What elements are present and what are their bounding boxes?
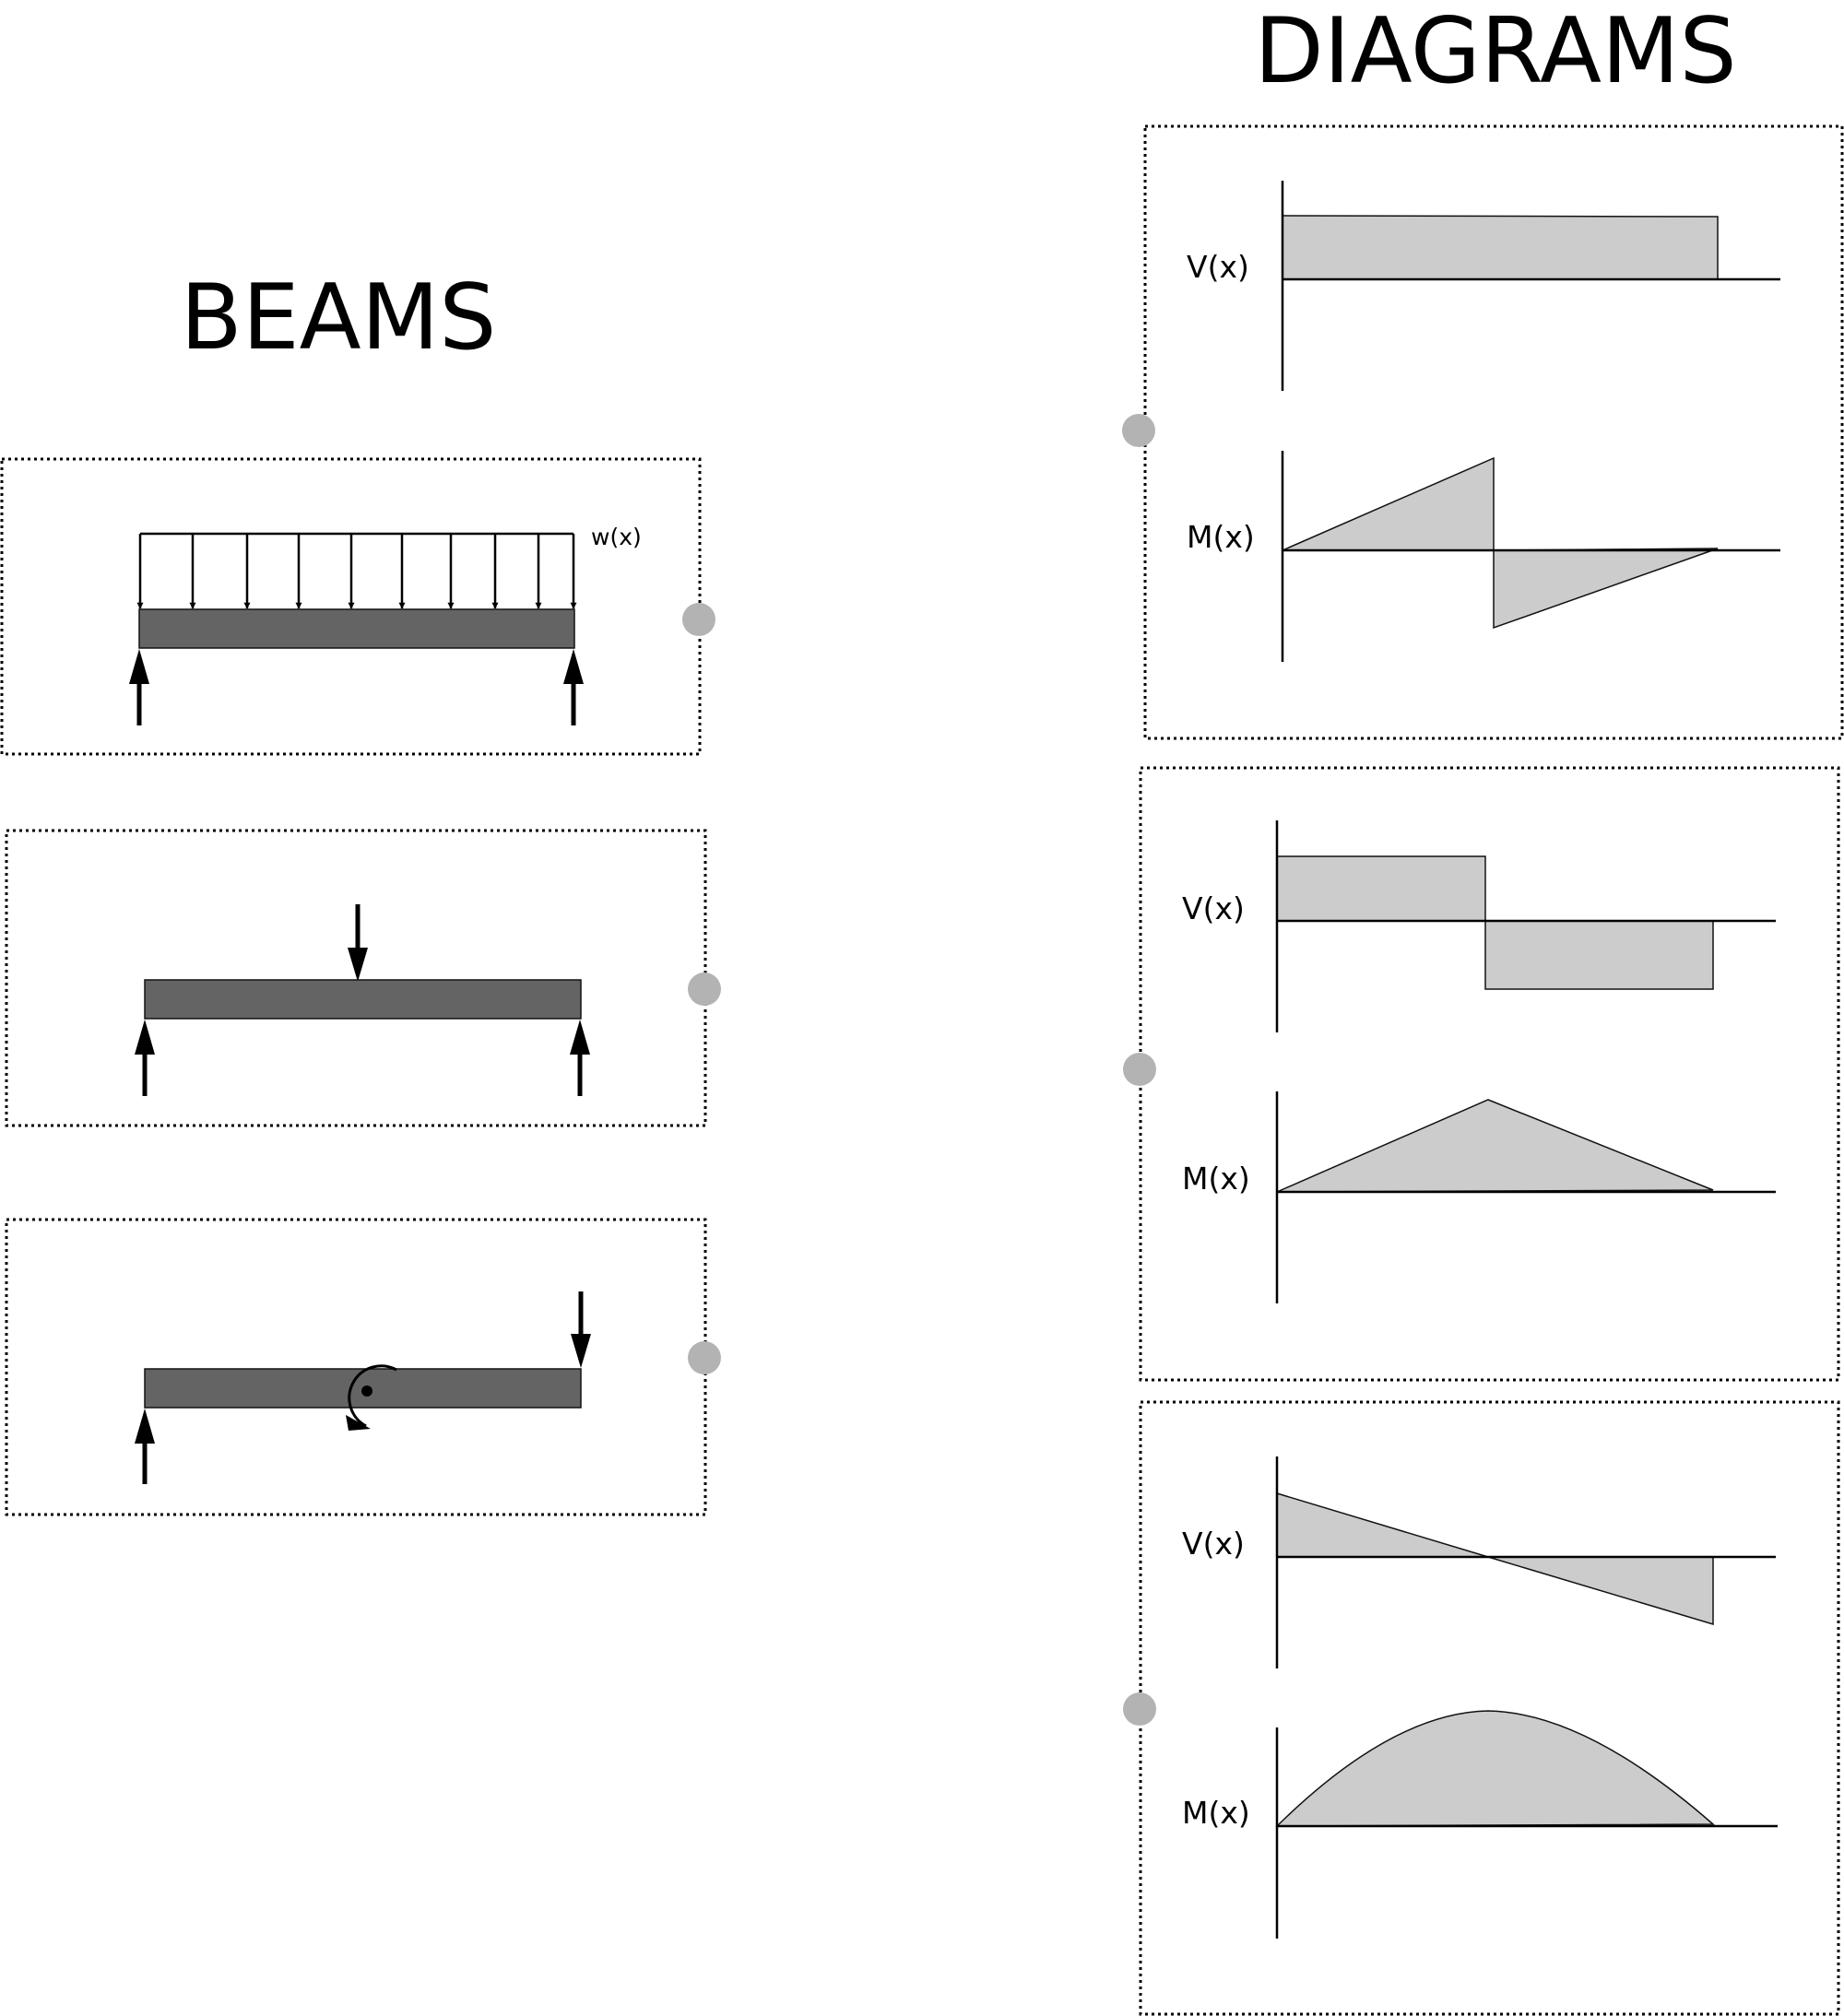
beam-panel-2-frame [5, 829, 707, 1127]
moment-axis-label: M(x) [1182, 1161, 1250, 1197]
diagram-1-connector-knob[interactable] [1122, 414, 1155, 447]
moment-diagram-3: M(x) [1182, 1710, 1778, 1939]
moment-negative-area [1493, 548, 1719, 630]
moment-diagram-2: M(x) [1182, 1091, 1776, 1303]
moment-area [1275, 1710, 1715, 1827]
moment-diagram-1: M(x) [1187, 451, 1780, 662]
diagram-panel-3-frame [1139, 1400, 1840, 2016]
diagram-3-connector-knob[interactable] [1123, 1692, 1156, 1726]
shear-axis-label: V(x) [1182, 890, 1245, 926]
shear-negative-area [1487, 1556, 1714, 1626]
up-arrow-icon [563, 649, 584, 725]
up-arrow-icon [135, 1020, 155, 1096]
down-arrow-icon [348, 904, 368, 982]
beam-panel-3 [5, 1218, 721, 1516]
beam-panel-2 [5, 829, 721, 1127]
shear-positive-area [1276, 855, 1486, 922]
up-arrow-icon [570, 1020, 590, 1096]
beam-panel-3-frame [5, 1218, 707, 1516]
distributed-load-label: w(x) [591, 524, 642, 550]
shear-diagram-2: V(x) [1182, 820, 1776, 1032]
up-arrow-icon [129, 649, 149, 725]
beam-1-connector-knob[interactable] [682, 603, 715, 636]
moment-axis-label: M(x) [1182, 1795, 1250, 1831]
shear-axis-label: V(x) [1182, 1526, 1245, 1562]
beam-3-connector-knob[interactable] [688, 1341, 721, 1374]
diagram-2-connector-knob[interactable] [1123, 1053, 1156, 1086]
moment-area [1276, 1099, 1714, 1193]
moment-axis-label: M(x) [1187, 519, 1255, 555]
shear-negative-area [1484, 920, 1714, 990]
beam-2-body [144, 979, 582, 1020]
diagram-panel-2-frame [1139, 766, 1840, 1382]
moment-positive-area [1282, 456, 1495, 551]
diagram-panel-3: V(x) M(x) [1123, 1400, 1840, 2016]
shear-diagram-3: V(x) [1182, 1456, 1776, 1668]
shear-diagram-1: V(x) [1187, 181, 1780, 391]
beams-heading: BEAMS [181, 265, 497, 371]
shear-area [1282, 215, 1719, 280]
beam-panel-1: w(x) [0, 457, 715, 756]
diagrams-heading: DIAGRAMS [1254, 0, 1737, 104]
diagram-panel-1: V(x) M(x) [1122, 124, 1844, 740]
curved-arrow-icon [346, 1364, 397, 1431]
distributed-load [136, 532, 577, 609]
diagram-panel-2: V(x) M(x) [1123, 766, 1840, 1382]
shear-axis-label: V(x) [1187, 249, 1249, 285]
shear-positive-area [1276, 1491, 1489, 1558]
beam-2-connector-knob[interactable] [688, 973, 721, 1006]
beam-1-body [138, 608, 575, 649]
up-arrow-icon [135, 1409, 155, 1484]
down-arrow-icon [571, 1291, 591, 1368]
